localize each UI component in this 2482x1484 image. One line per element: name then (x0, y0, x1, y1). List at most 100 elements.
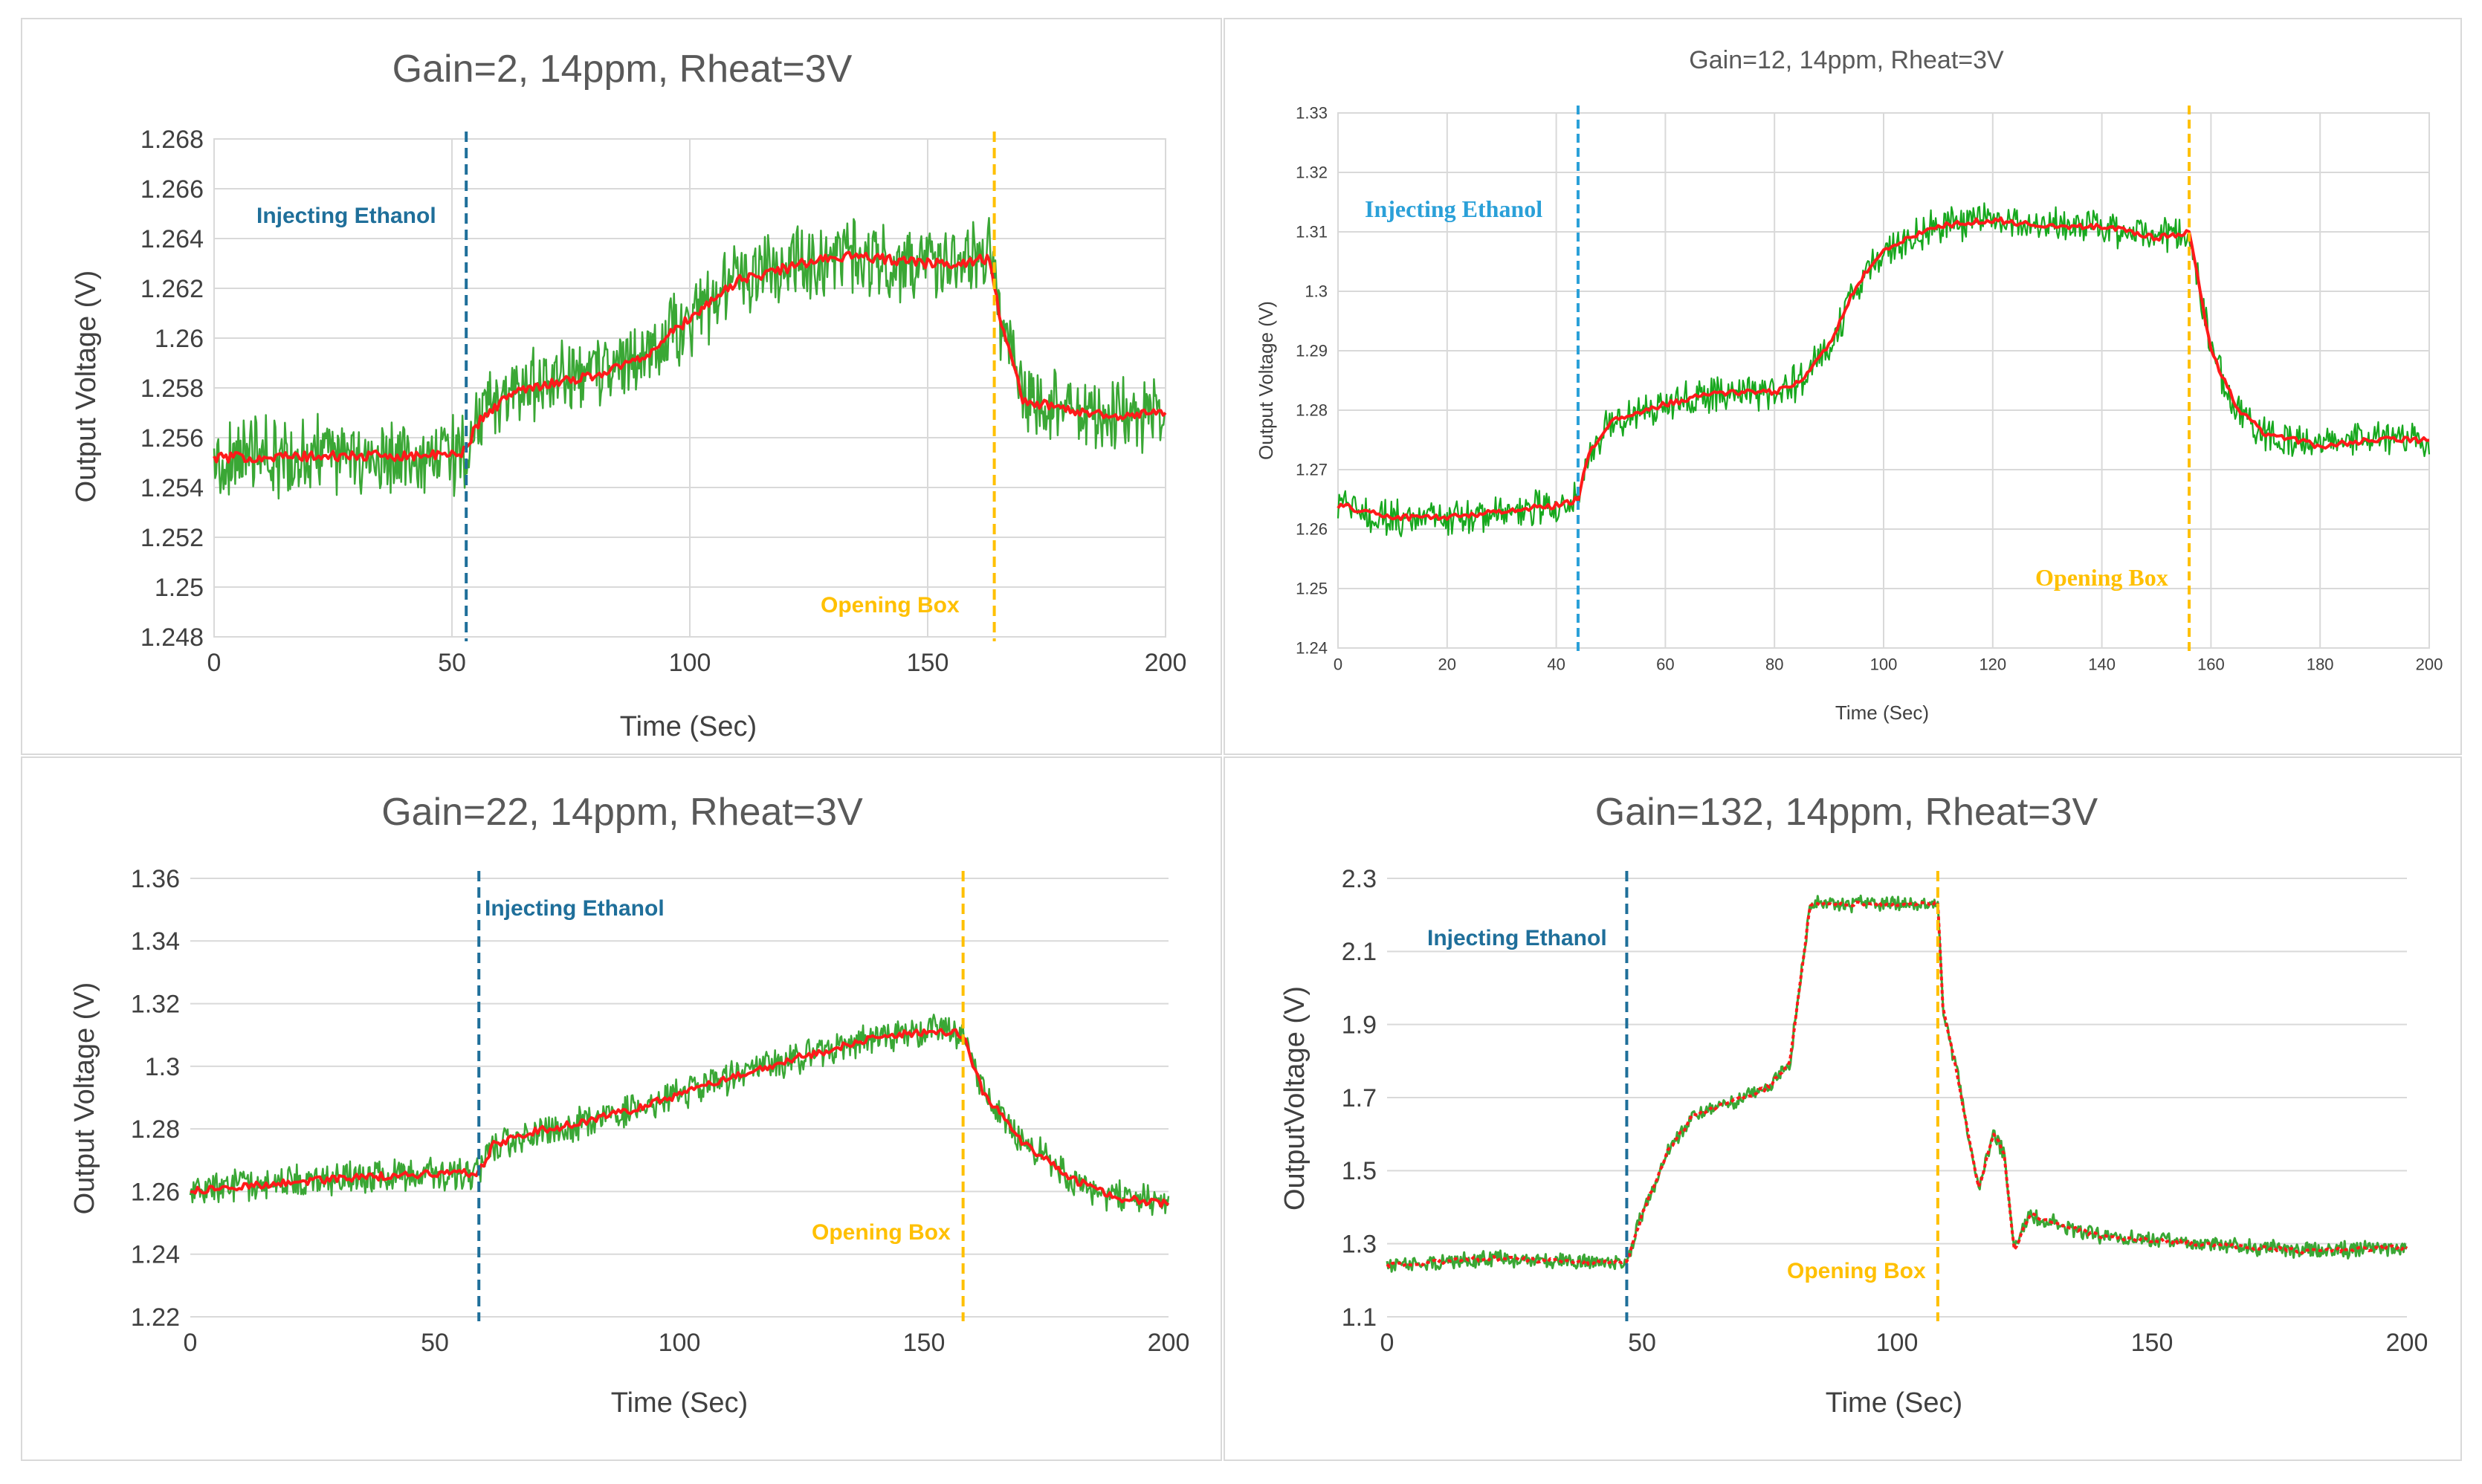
y-tick-label: 1.254 (140, 474, 204, 502)
tick-labels: 1.1 1.3 1.5 1.7 1.9 2.1 2.3 0 50 100 150 200 (1342, 865, 2428, 1357)
x-axis-label: Time (Sec) (1826, 1387, 1962, 1419)
y-tick-label: 1.26 (155, 325, 204, 353)
y-tick-label: 1.9 (1342, 1011, 1377, 1040)
series-raw-output (213, 216, 1166, 500)
series-layer (1386, 871, 2408, 1321)
x-tick-label: 0 (1380, 1329, 1394, 1357)
y-tick-label: 1.25 (155, 574, 204, 602)
y-tick-label: 1.26 (131, 1178, 180, 1206)
chart-panel-gain-132 (1224, 756, 2462, 1461)
y-tick-label: 1.24 (1296, 639, 1328, 658)
x-tick-label: 180 (2307, 655, 2334, 674)
y-tick-label: 1.32 (1296, 163, 1328, 182)
x-tick-label: 200 (1145, 649, 1187, 677)
y-tick-label: 1.3 (1305, 282, 1328, 301)
series-raw-output (1337, 202, 2431, 537)
y-tick-label: 1.266 (140, 175, 204, 204)
x-axis-label: Time (Sec) (611, 1387, 748, 1419)
chart-title: Gain=132, 14ppm, Rheat=3V (1595, 791, 2098, 834)
x-tick-label: 200 (2416, 655, 2443, 674)
x-tick-label: 160 (2197, 655, 2225, 674)
y-tick-label: 1.28 (1296, 401, 1328, 420)
tick-labels: 1.22 1.24 1.26 1.28 1.3 1.32 1.34 1.36 0 50 100 150… (131, 865, 1190, 1357)
x-tick-label: 100 (1870, 655, 1898, 674)
chart-panel-gain-22 (21, 756, 1222, 1461)
series-moving-average (1386, 900, 2408, 1268)
y-tick-label: 1.5 (1342, 1157, 1377, 1185)
y-tick-label: 2.3 (1342, 865, 1377, 893)
y-tick-label: 1.258 (140, 375, 204, 403)
series-raw-output (189, 1014, 1170, 1216)
annotation-injecting-ethanol: Injecting Ethanol (1365, 195, 1542, 222)
series-layer (189, 871, 1170, 1321)
x-tick-label: 80 (1765, 655, 1783, 674)
x-tick-label: 50 (1628, 1329, 1656, 1357)
y-tick-label: 1.33 (1296, 104, 1328, 123)
chart-gain-12: Gain=12, 14ppm, Rheat=3V 1.24 1.25 1.26 1.2… (1255, 46, 2443, 724)
y-tick-label: 1.252 (140, 524, 204, 552)
x-tick-label: 40 (1547, 655, 1565, 674)
x-tick-label: 150 (2131, 1329, 2174, 1357)
chart-title: Gain=12, 14ppm, Rheat=3V (1689, 46, 2004, 74)
tick-labels: 1.248 1.25 1.252 1.254 1.256 1.258 1.26 1.262 1.… (140, 126, 1186, 677)
y-tick-label: 1.1 (1342, 1303, 1377, 1332)
x-tick-label: 100 (659, 1329, 701, 1357)
series-layer (213, 132, 1167, 641)
series-layer (1337, 106, 2431, 652)
x-tick-label: 100 (669, 649, 711, 677)
series-moving-average (190, 1028, 1170, 1208)
annotation-opening-box: Opening Box (2035, 564, 2168, 591)
x-axis-label: Time (Sec) (620, 711, 757, 742)
x-tick-label: 120 (1979, 655, 2006, 674)
y-tick-label: 1.29 (1296, 342, 1328, 360)
x-tick-label: 20 (1438, 655, 1456, 674)
y-tick-label: 1.26 (1296, 520, 1328, 539)
y-tick-label: 1.3 (145, 1053, 180, 1081)
y-tick-label: 1.7 (1342, 1084, 1377, 1112)
y-axis-label: Output Voltage (V) (1255, 301, 1277, 460)
x-tick-label: 200 (2386, 1329, 2428, 1357)
x-tick-label: 0 (207, 649, 222, 677)
gridlines (213, 138, 1166, 638)
x-tick-label: 50 (438, 649, 466, 677)
y-tick-label: 1.24 (131, 1241, 180, 1269)
annotation-opening-box: Opening Box (1787, 1259, 1926, 1283)
x-tick-label: 100 (1876, 1329, 1919, 1357)
series-moving-average (213, 250, 1167, 464)
y-tick-label: 1.22 (131, 1303, 180, 1332)
x-tick-label: 0 (184, 1329, 198, 1357)
plot-frame (213, 138, 1166, 638)
x-tick-label: 150 (907, 649, 949, 677)
y-tick-label: 1.268 (140, 126, 204, 154)
chart-title: Gain=2, 14ppm, Rheat=3V (392, 48, 853, 91)
plot-frame (1337, 112, 2430, 649)
chart-title: Gain=22, 14ppm, Rheat=3V (381, 791, 863, 834)
x-axis-label: Time (Sec) (1835, 702, 1929, 724)
annotation-injecting-ethanol: Injecting Ethanol (256, 204, 436, 228)
x-tick-label: 200 (1148, 1329, 1190, 1357)
x-tick-label: 140 (2088, 655, 2116, 674)
y-tick-label: 2.1 (1342, 938, 1377, 966)
y-tick-label: 1.36 (131, 865, 180, 893)
x-tick-label: 60 (1656, 655, 1674, 674)
x-tick-label: 150 (903, 1329, 946, 1357)
annotation-injecting-ethanol: Injecting Ethanol (1427, 926, 1607, 950)
x-tick-label: 0 (1334, 655, 1342, 674)
chart-gain-22: Gain=22, 14ppm, Rheat=3V 1.22 1.24 1.26 1.2… (69, 791, 1189, 1419)
y-tick-label: 1.248 (140, 623, 204, 652)
y-tick-label: 1.28 (131, 1115, 180, 1144)
y-tick-label: 1.256 (140, 424, 204, 453)
y-axis-label: OutputVoltage (V) (1279, 986, 1311, 1211)
annotation-opening-box: Opening Box (812, 1220, 951, 1245)
series-moving-average (1337, 216, 2430, 522)
y-tick-label: 1.262 (140, 275, 204, 303)
y-tick-label: 1.34 (131, 927, 180, 956)
chart-gain-132: Gain=132, 14ppm, Rheat=3V 1.11.31.51.71.… (1279, 791, 2428, 1419)
chart-panel-gain-12 (1224, 18, 2462, 755)
y-tick-label: 1.264 (140, 225, 204, 253)
y-tick-label: 1.31 (1296, 223, 1328, 242)
y-axis-label: Output Voltage (V) (69, 982, 100, 1215)
annotation-injecting-ethanol: Injecting Ethanol (485, 896, 665, 921)
y-tick-label: 1.25 (1296, 580, 1328, 598)
